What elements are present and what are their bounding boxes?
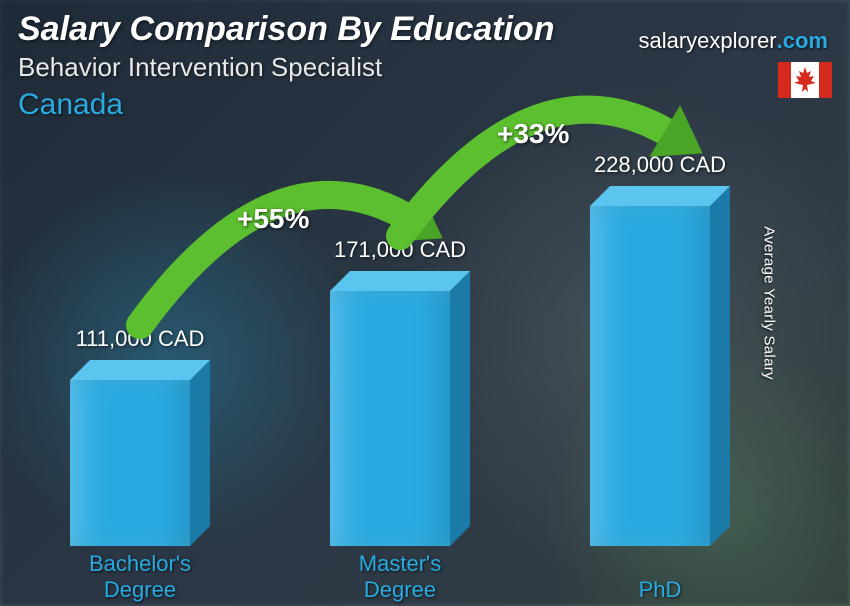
bar-label-phd: PhD bbox=[550, 577, 770, 602]
bar-label-bachelors: Bachelor'sDegree bbox=[30, 551, 250, 602]
increase-label-m_to_p: +33% bbox=[497, 118, 569, 150]
salary-bar-chart: 111,000 CADBachelor'sDegree171,000 CADMa… bbox=[0, 130, 790, 606]
page-subtitle: Behavior Intervention Specialist bbox=[18, 52, 382, 83]
canada-flag-icon bbox=[778, 62, 832, 98]
bar-label-masters: Master'sDegree bbox=[290, 551, 510, 602]
infographic-root: Salary Comparison By Education Behavior … bbox=[0, 0, 850, 606]
brand-accent: .com bbox=[777, 28, 828, 53]
bar-bachelors bbox=[70, 380, 210, 546]
country-label: Canada bbox=[18, 88, 123, 122]
increase-arrow-m_to_p: +33% bbox=[370, 19, 700, 266]
increase-label-b_to_m: +55% bbox=[237, 203, 309, 235]
